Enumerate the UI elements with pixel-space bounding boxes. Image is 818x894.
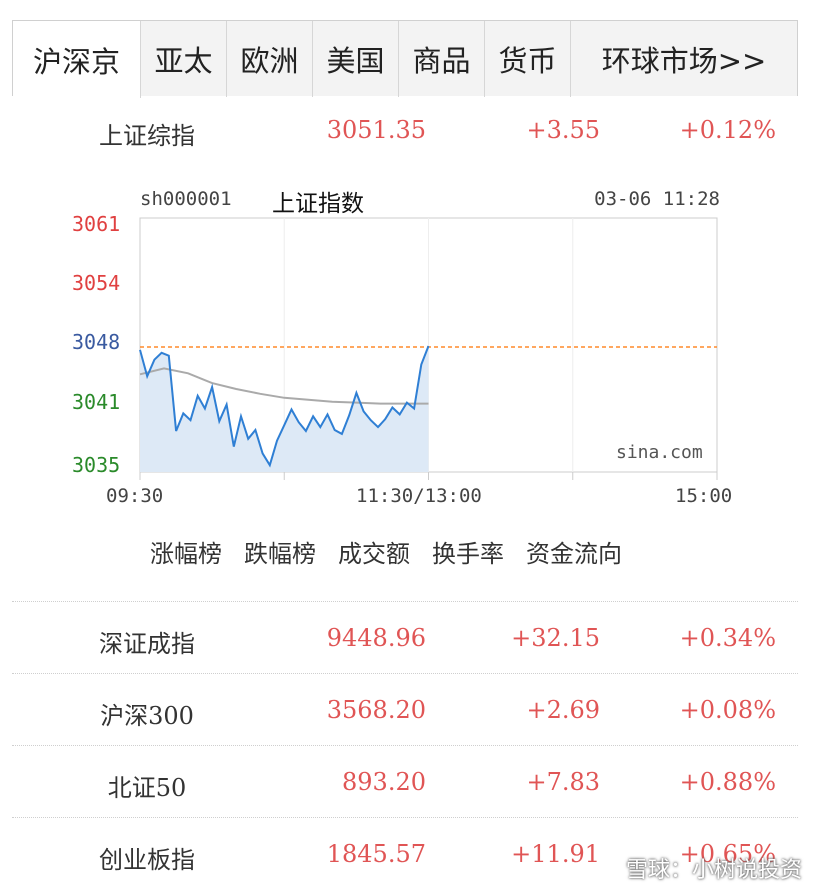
intraday-chart[interactable]: sh000001 上证指数 03-06 11:28 3061 3054 3048…	[60, 180, 760, 510]
chart-code: sh000001	[140, 188, 232, 210]
tab-commodities[interactable]: 商品	[399, 21, 485, 97]
chart-title: 上证指数	[272, 191, 364, 217]
index-price: 893.20	[342, 768, 426, 796]
tab-asia-pacific[interactable]: 亚太	[141, 21, 227, 97]
average-price-line	[139, 367, 429, 405]
index-name: 沪深300	[100, 702, 194, 730]
index-pct: +0.34%	[679, 624, 776, 652]
index-pct: +0.88%	[679, 768, 776, 796]
index-row-bse50[interactable]: 北证50 893.20 +7.83 +0.88%	[12, 745, 798, 818]
index-price: 3051.35	[326, 116, 426, 144]
x-tick-label: 15:00	[675, 485, 733, 507]
link-turnover-rate[interactable]: 换手率	[432, 540, 504, 568]
ranking-links: 涨幅榜 跌幅榜 成交额 换手率 资金流向	[150, 534, 622, 569]
tab-usa[interactable]: 美国	[313, 21, 399, 97]
y-tick-label: 3035	[72, 453, 121, 477]
price-area	[140, 346, 429, 472]
market-tabs: 沪深京 亚太 欧洲 美国 商品 货币 环球市场>>	[12, 20, 798, 98]
index-change: +2.69	[526, 696, 600, 724]
link-capital-flow[interactable]: 资金流向	[526, 540, 622, 568]
chart-plot	[139, 217, 718, 480]
y-tick-label: 3041	[72, 390, 121, 414]
watermark: 雪球：小树说投资	[625, 858, 802, 883]
index-price: 9448.96	[326, 624, 426, 652]
tab-hushenjing[interactable]: 沪深京	[13, 21, 141, 98]
chart-brand: sina.com	[616, 442, 703, 463]
index-row-csi300[interactable]: 沪深300 3568.20 +2.69 +0.08%	[12, 673, 798, 746]
series-layer	[139, 345, 717, 472]
index-change: +7.83	[526, 768, 600, 796]
y-tick-label: 3048	[72, 330, 121, 354]
index-row-shanghai[interactable]: 上证综指 3051.35 +3.55 +0.12%	[12, 96, 798, 168]
y-tick-label: 3061	[72, 212, 121, 236]
chart-datetime: 03-06 11:28	[594, 188, 720, 210]
index-row-chinext[interactable]: 创业板指 1845.57 +11.91 +0.65%	[12, 817, 798, 890]
link-turnover[interactable]: 成交额	[338, 540, 410, 568]
index-pct: +0.12%	[679, 116, 776, 144]
tab-currency[interactable]: 货币	[485, 21, 571, 97]
index-change: +32.15	[511, 624, 600, 652]
index-name: 创业板指	[99, 846, 195, 874]
index-pct: +0.65%	[679, 840, 776, 868]
x-tick-label: 09:30	[106, 485, 164, 507]
tab-global-markets[interactable]: 环球市场>>	[601, 44, 767, 78]
link-losers[interactable]: 跌幅榜	[244, 540, 316, 568]
index-name: 上证综指	[99, 122, 195, 150]
index-name: 深证成指	[99, 630, 195, 658]
y-tick-label: 3054	[72, 271, 121, 295]
x-tick-label: 11:30/13:00	[356, 485, 482, 507]
index-pct: +0.08%	[679, 696, 776, 724]
price-line	[139, 345, 430, 468]
index-price: 1845.57	[326, 840, 426, 868]
index-row-shenzhen[interactable]: 深证成指 9448.96 +32.15 +0.34%	[12, 601, 798, 674]
index-change: +11.91	[511, 840, 600, 868]
index-change: +3.55	[526, 116, 600, 144]
link-gainers[interactable]: 涨幅榜	[150, 540, 222, 568]
index-name: 北证50	[107, 774, 187, 802]
index-price: 3568.20	[326, 696, 426, 724]
tab-europe[interactable]: 欧洲	[227, 21, 313, 97]
